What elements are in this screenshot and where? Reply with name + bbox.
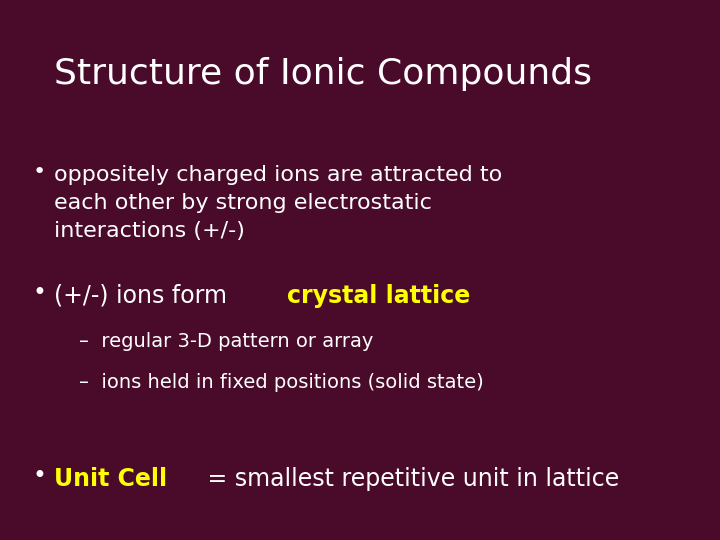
Text: –  regular 3-D pattern or array: – regular 3-D pattern or array (79, 332, 374, 351)
Text: Unit Cell: Unit Cell (54, 467, 167, 491)
Text: Structure of Ionic Compounds: Structure of Ionic Compounds (54, 57, 592, 91)
Text: •: • (32, 281, 46, 305)
Text: crystal lattice: crystal lattice (287, 284, 470, 307)
Text: oppositely charged ions are attracted to
each other by strong electrostatic
inte: oppositely charged ions are attracted to… (54, 165, 503, 241)
Text: •: • (32, 162, 45, 182)
Text: (+/-) ions form: (+/-) ions form (54, 284, 235, 307)
Text: •: • (32, 464, 46, 488)
Text: –  ions held in fixed positions (solid state): – ions held in fixed positions (solid st… (79, 373, 484, 392)
Text: = smallest repetitive unit in lattice: = smallest repetitive unit in lattice (200, 467, 619, 491)
